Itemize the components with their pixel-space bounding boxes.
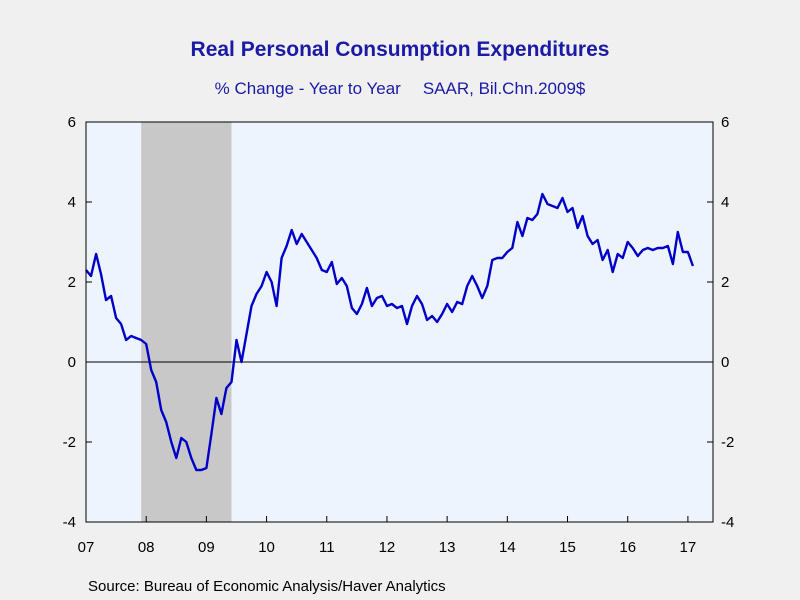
- x-tick-label: 13: [439, 539, 456, 556]
- x-tick-label: 17: [680, 539, 697, 556]
- y-tick-label-right: 2: [721, 274, 729, 291]
- x-tick-label: 10: [258, 539, 275, 556]
- series-line: [85, 192, 695, 472]
- subtitle-units: SAAR, Bil.Chn.2009$: [422, 79, 586, 98]
- x-tick-label: 09: [198, 539, 215, 556]
- y-tick-label-left: 0: [68, 354, 76, 371]
- plot-frame: [85, 121, 714, 523]
- y-tick-label-left: 6: [68, 114, 76, 131]
- y-tick-label-left: 4: [68, 194, 76, 211]
- y-tick-label-right: -4: [721, 514, 734, 531]
- x-tick-label: 14: [499, 539, 516, 556]
- y-tick-label-right: 4: [721, 194, 729, 211]
- y-tick-label-left: 2: [68, 274, 76, 291]
- x-tick-label: 15: [559, 539, 576, 556]
- y-tick-label-left: -4: [63, 514, 76, 531]
- y-tick-label-right: 6: [721, 114, 729, 131]
- recession-band: [141, 122, 232, 522]
- x-tick-label: 12: [379, 539, 396, 556]
- subtitle-change: % Change - Year to Year: [214, 79, 401, 98]
- y-tick-label-left: -2: [63, 434, 76, 451]
- chart-title: Real Personal Consumption Expenditures: [190, 38, 610, 61]
- y-tick-label-right: 0: [721, 354, 729, 371]
- x-tick-label: 16: [619, 539, 636, 556]
- x-tick-label: 08: [138, 539, 155, 556]
- y-tick-label-right: -2: [721, 434, 734, 451]
- x-tick-label: 07: [78, 539, 95, 556]
- source-note: Source: Bureau of Economic Analysis/Have…: [88, 578, 446, 595]
- chart-subtitle: % Change - Year to Year SAAR, Bil.Chn.200…: [0, 79, 800, 99]
- x-tick-label: 11: [319, 539, 335, 556]
